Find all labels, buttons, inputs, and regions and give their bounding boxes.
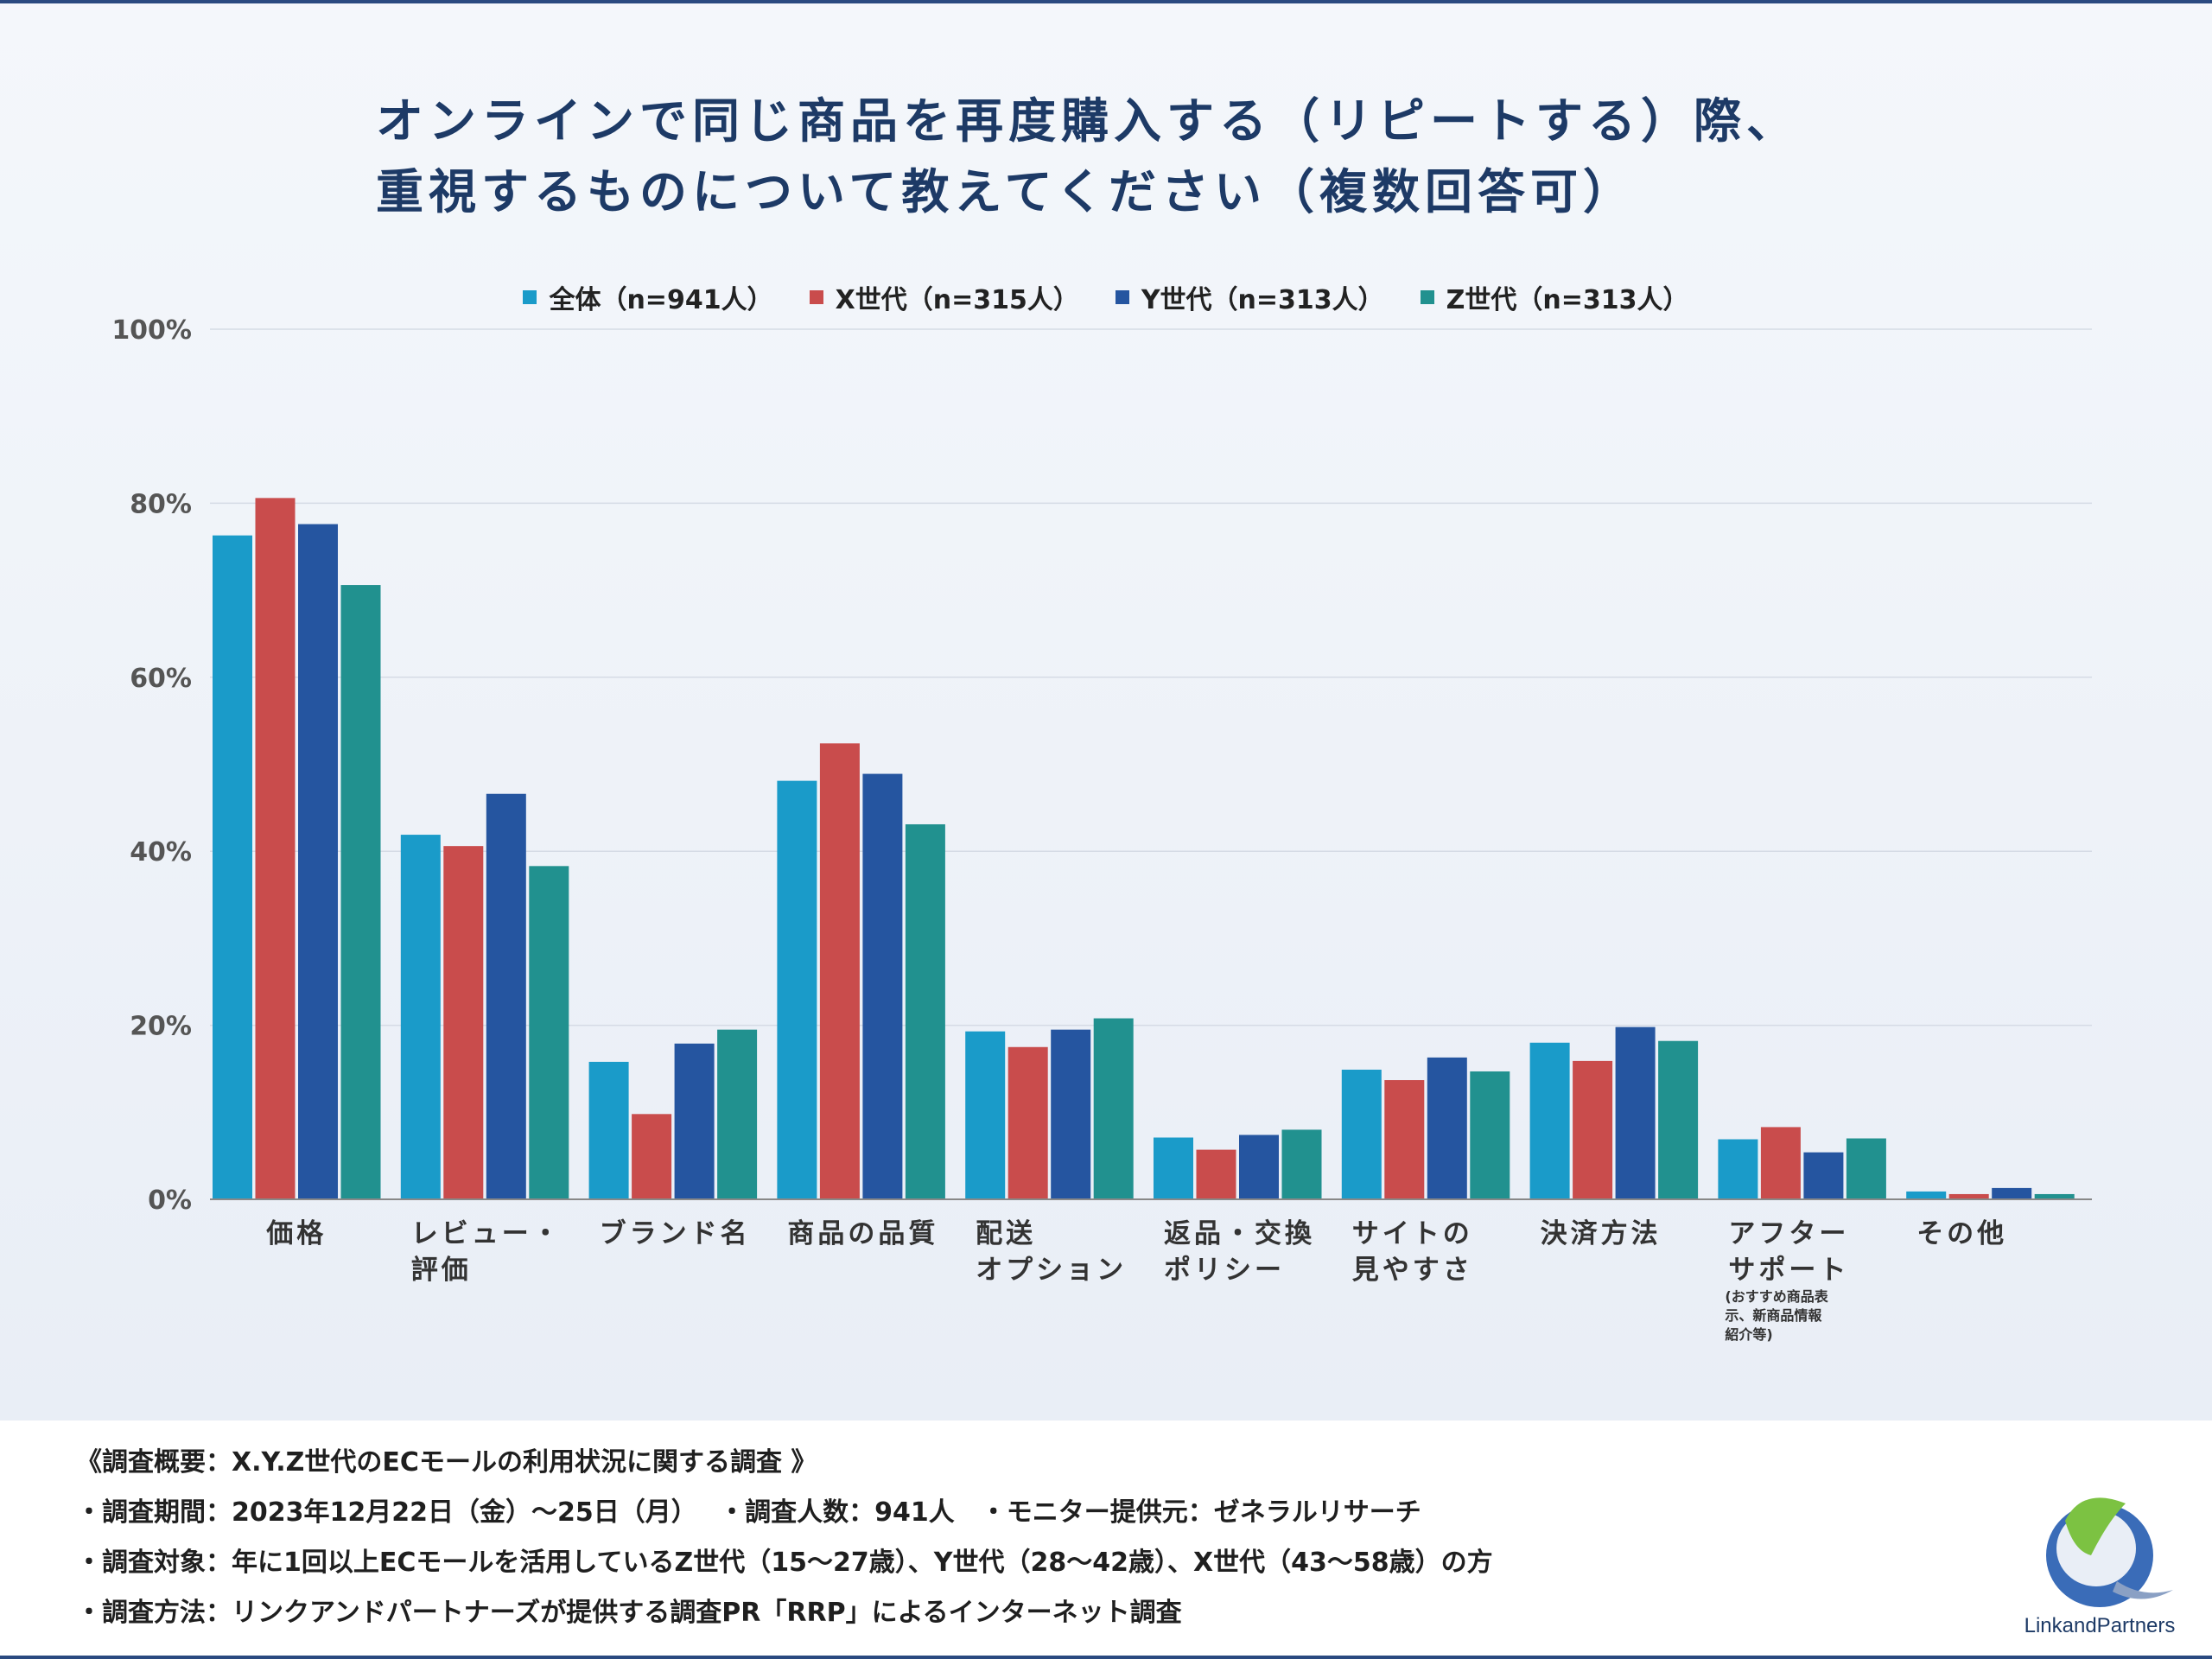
bar [1718,1139,1758,1199]
bar [1573,1060,1613,1199]
y-tick-label: 80% [130,489,192,519]
x-category-label: 価格 [265,1218,327,1249]
survey-period: ・調査期間：2023年12月22日（金）～25日（月） ・調査人数：941人 ・… [76,1497,1421,1528]
bar [717,1029,758,1199]
x-category-label: アフター [1728,1218,1849,1249]
chart-title-line-1: オンラインで同じ商品を再度購入する（リピートする）際、 [376,93,1800,149]
bar [340,585,381,1199]
survey-notes: 《調査概要：X.Y.Z世代のECモールの利用状況に関する調査 》 ・調査期間：2… [76,1438,1493,1638]
bar [1948,1193,1989,1199]
x-category-label: 商品の品質 [787,1218,938,1249]
bar [632,1114,672,1199]
bar [674,1043,715,1199]
bottom-border [0,1656,2212,1659]
x-category-note: 示、新商品情報 [1725,1307,1822,1324]
y-tick-label: 20% [130,1012,192,1042]
bar [1281,1129,1322,1199]
x-category-label: レビュー・ [411,1218,563,1249]
bar [213,535,252,1199]
x-category-note: 紹介等) [1725,1326,1772,1343]
bar [1906,1191,1947,1199]
x-category-label: オプション [976,1255,1127,1286]
x-category-label: 決済方法 [1541,1218,1662,1249]
survey-overview: 《調査概要：X.Y.Z世代のECモールの利用状況に関する調査 》 [76,1447,817,1478]
bar [400,835,441,1199]
y-tick-label: 0% [148,1185,192,1216]
bar [1760,1127,1801,1199]
bar [298,524,338,1199]
legend-label-y-gen: Y世代（n=313人） [1141,285,1384,315]
x-category-label: ブランド名 [600,1218,751,1249]
bar [777,780,817,1199]
x-category-label: ポリシー [1164,1255,1285,1286]
bar [1658,1040,1699,1199]
legend-label-z-gen: Z世代（n=313人） [1446,285,1689,315]
y-tick-label: 60% [130,664,192,694]
bar [1846,1138,1886,1199]
x-category-label: サイトの [1352,1218,1473,1249]
bar [1051,1029,1091,1199]
chart-area: 0% 20% 40% 60% 80% 100% 価格 レビュー・ 評価 ブランド名 商品の品質 配送オ… [0,3,2212,1421]
bar [965,1031,1006,1199]
y-tick-label: 40% [130,837,192,868]
x-category-label: 見やすさ [1352,1255,1473,1286]
bar [1093,1018,1134,1199]
x-category-label: その他 [1916,1218,2007,1249]
x-category-label: 配送 [976,1218,1036,1249]
bar [486,793,526,1199]
x-category-label: サポート [1728,1255,1849,1286]
bar [1992,1187,2032,1199]
bar [1803,1152,1844,1199]
chart-title: オンラインで同じ商品を再度購入する（リピートする）際、 重視するものについて教え… [376,86,2018,227]
survey-target: ・調査対象：年に1回以上ECモールを活用しているZ世代（15～27歳）、Y世代（… [76,1548,1493,1578]
legend-swatch-x-gen [809,290,823,304]
legend-label-x-gen: X世代（n=315人） [835,285,1079,315]
bar [443,846,484,1199]
x-category-label: 返品・交換 [1164,1218,1315,1249]
legend-swatch-all [523,290,537,304]
bar [255,498,296,1199]
bar [588,1061,629,1199]
bar [1384,1080,1425,1199]
logo-text: LinkandPartners [2024,1614,2176,1637]
bar [1007,1046,1048,1199]
bar [819,743,860,1199]
chart-title-line-2: 重視するものについて教えてください（複数回答可） [376,164,1636,219]
legend-swatch-y-gen [1115,290,1129,304]
bar [529,866,569,1199]
company-logo: LinkandPartners [2013,1469,2186,1650]
survey-footer: 《調査概要：X.Y.Z世代のECモールの利用状況に関する調査 》 ・調査期間：2… [0,1421,2212,1659]
bar [1341,1069,1382,1199]
logo-mark-icon [2046,1497,2173,1607]
bar [1529,1042,1570,1199]
survey-method: ・調査方法：リンクアンドパートナーズが提供する調査PR「RRP」によるインターネ… [76,1598,1182,1628]
bar [2034,1193,2075,1199]
legend-swatch-z-gen [1420,290,1434,304]
legend-item-z-gen: Z世代（n=313人） [1420,278,1689,316]
legend-item-x-gen: X世代（n=315人） [809,278,1079,316]
bar [1470,1071,1510,1199]
bar [1196,1149,1236,1199]
legend-label-all: 全体（n=941人） [549,285,773,315]
top-border [0,0,2212,3]
bar-chart: 0% 20% 40% 60% 80% 100% 価格 レビュー・評価 ブランド名 商品の品質 配送オ… [111,315,2092,1343]
bar [1154,1137,1193,1199]
bar [862,773,903,1199]
bar [1615,1027,1656,1199]
x-category-note: (おすすめ商品表 [1725,1288,1828,1305]
bar [905,823,945,1199]
legend: 全体（n=941人） X世代（n=315人） Y世代（n=313人） Z世代（n… [0,278,2212,316]
y-tick-label: 100% [111,315,192,346]
legend-item-y-gen: Y世代（n=313人） [1115,278,1384,316]
x-category-label: 評価 [411,1255,472,1286]
bar [1239,1135,1279,1199]
bar [1427,1057,1467,1199]
legend-item-all: 全体（n=941人） [523,278,773,316]
